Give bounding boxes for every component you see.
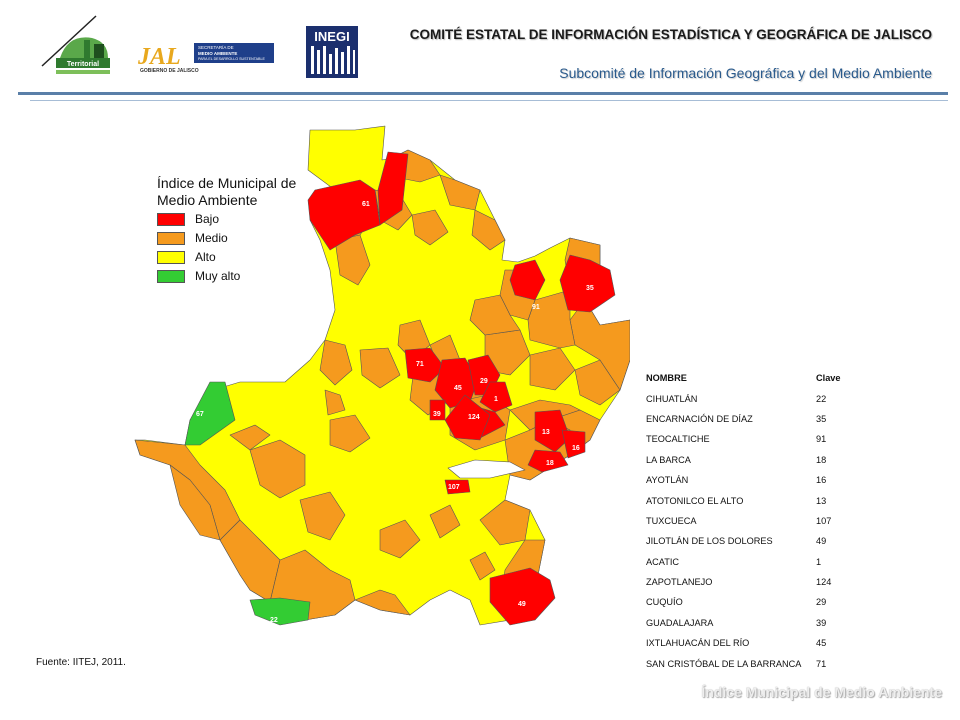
cell-nombre: CIHUATLÁN: [646, 393, 698, 404]
source-note: Fuente: IITEJ, 2011.: [36, 657, 126, 668]
table-row: TUXCUECA 107: [646, 511, 856, 531]
cell-nombre: AYOTLÁN: [646, 475, 689, 486]
legend-swatch: [157, 212, 185, 226]
map-label-45: 45: [454, 385, 462, 392]
cell-clave: 49: [816, 536, 827, 547]
cell-clave: 22: [816, 393, 827, 404]
map-label-1: 1: [494, 396, 498, 403]
legend-item-bajo: Bajo: [157, 210, 327, 228]
table-row: ACATIC 1: [646, 552, 856, 572]
map-label-16: 16: [572, 445, 580, 452]
table-header: NOMBRE Clave: [646, 368, 856, 388]
map-label-29: 29: [480, 378, 488, 385]
map-label-67: 67: [196, 411, 204, 418]
cell-nombre: ATOTONILCO EL ALTO: [646, 495, 744, 506]
table-row: ENCARNACIÓN DE DÍAZ 35: [646, 409, 856, 429]
legend-swatch: [157, 269, 185, 283]
map-label-71: 71: [416, 361, 424, 368]
table-row: AYOTLÁN 16: [646, 470, 856, 490]
cell-nombre: GUADALAJARA: [646, 617, 714, 628]
map-legend: Índice de Municipal de Medio Ambiente Ba…: [157, 175, 327, 285]
header-rule-thin: [30, 100, 948, 101]
cell-clave: 45: [816, 638, 827, 649]
footer-title: Índice Municipal de Medio Ambiente: [701, 684, 942, 700]
cell-clave: 91: [816, 434, 827, 445]
cell-clave: 16: [816, 475, 827, 486]
inegi-logo-text: INEGI: [314, 29, 349, 44]
jalisco-municipal-map: 61 91 35 71 45 29 1 39 124 13 16 18 107 …: [134, 125, 630, 626]
map-label-124: 124: [468, 414, 480, 421]
table-row: ZAPOTLANEJO 124: [646, 572, 856, 592]
map-label-18: 18: [546, 460, 554, 467]
column-header-clave: Clave: [816, 373, 841, 384]
table-row: CUQUÍO 29: [646, 592, 856, 612]
cell-clave: 18: [816, 454, 827, 465]
legend-item-muy-alto: Muy alto: [157, 267, 327, 285]
table-row: JILOTLÁN DE LOS DOLORES 49: [646, 531, 856, 551]
map-label-49: 49: [518, 601, 526, 608]
cell-nombre: JILOTLÁN DE LOS DOLORES: [646, 536, 773, 547]
cell-clave: 71: [816, 658, 827, 669]
cell-nombre: LA BARCA: [646, 454, 691, 465]
table-row: ATOTONILCO EL ALTO 13: [646, 490, 856, 510]
inegi-logo: INEGI: [306, 26, 358, 78]
cell-nombre: ZAPOTLANEJO: [646, 577, 713, 588]
map-label-35: 35: [586, 285, 594, 292]
table-row: TEOCALTICHE 91: [646, 429, 856, 449]
map-label-107: 107: [448, 484, 460, 491]
iitej-logo: Territorial: [41, 15, 110, 74]
svg-text:MEDIO AMBIENTE: MEDIO AMBIENTE: [198, 51, 237, 56]
table-row: IXTLAHUACÁN DEL RÍO 45: [646, 633, 856, 653]
cell-nombre: CUQUÍO: [646, 597, 683, 608]
legend-title: Índice de Municipal de Medio Ambiente: [157, 175, 297, 208]
cell-clave: 13: [816, 495, 827, 506]
table-row: LA BARCA 18: [646, 450, 856, 470]
cell-clave: 29: [816, 597, 827, 608]
map-label-61: 61: [362, 201, 370, 208]
cell-nombre: TUXCUECA: [646, 515, 697, 526]
map-label-91: 91: [532, 304, 540, 311]
iitej-logo-text: Territorial: [67, 61, 99, 68]
map-label-22: 22: [270, 617, 278, 624]
cell-clave: 124: [816, 577, 832, 588]
header-title: COMITÉ ESTATAL DE INFORMACIÓN ESTADÍSTIC…: [409, 27, 932, 42]
cell-clave: 107: [816, 515, 832, 526]
cell-nombre: ENCARNACIÓN DE DÍAZ: [646, 413, 753, 424]
column-header-nombre: NOMBRE: [646, 373, 687, 384]
svg-text:PARA EL DESARROLLO SUSTENTABLE: PARA EL DESARROLLO SUSTENTABLE: [198, 57, 265, 61]
table-row: SAN CRISTÓBAL DE LA BARRANCA 71: [646, 653, 856, 673]
table-row: CIHUATLÁN 22: [646, 388, 856, 408]
jal-logo-text: JAL: [138, 44, 181, 70]
legend-swatch: [157, 250, 185, 264]
cell-nombre: IXTLAHUACÁN DEL RÍO: [646, 638, 750, 649]
legend-swatch: [157, 231, 185, 245]
svg-text:SECRETARÍA DE: SECRETARÍA DE: [198, 44, 234, 50]
map-label-13: 13: [542, 429, 550, 436]
jal-logo: JAL SECRETARÍA DE MEDIO AMBIENTE PARA EL…: [138, 43, 274, 74]
map-label-39: 39: [433, 411, 441, 418]
table-row: GUADALAJARA 39: [646, 613, 856, 633]
cell-clave: 39: [816, 617, 827, 628]
header-rule: [18, 92, 948, 95]
cell-clave: 35: [816, 413, 827, 424]
cell-nombre: SAN CRISTÓBAL DE LA BARRANCA: [646, 658, 802, 669]
header-subtitle: Subcomité de Información Geográfica y de…: [559, 65, 932, 81]
legend-item-alto: Alto: [157, 248, 327, 266]
cell-nombre: ACATIC: [646, 556, 680, 567]
cell-clave: 1: [816, 556, 822, 567]
municipality-table: NOMBRE Clave CIHUATLÁN 22 ENCARNACIÓN DE …: [646, 368, 856, 674]
legend-item-medio: Medio: [157, 229, 327, 247]
svg-text:GOBIERNO DE JALISCO: GOBIERNO DE JALISCO: [140, 68, 199, 74]
header: Territorial JAL SECRETARÍA DE MEDIO AMBI…: [0, 0, 960, 105]
cell-nombre: TEOCALTICHE: [646, 434, 710, 445]
